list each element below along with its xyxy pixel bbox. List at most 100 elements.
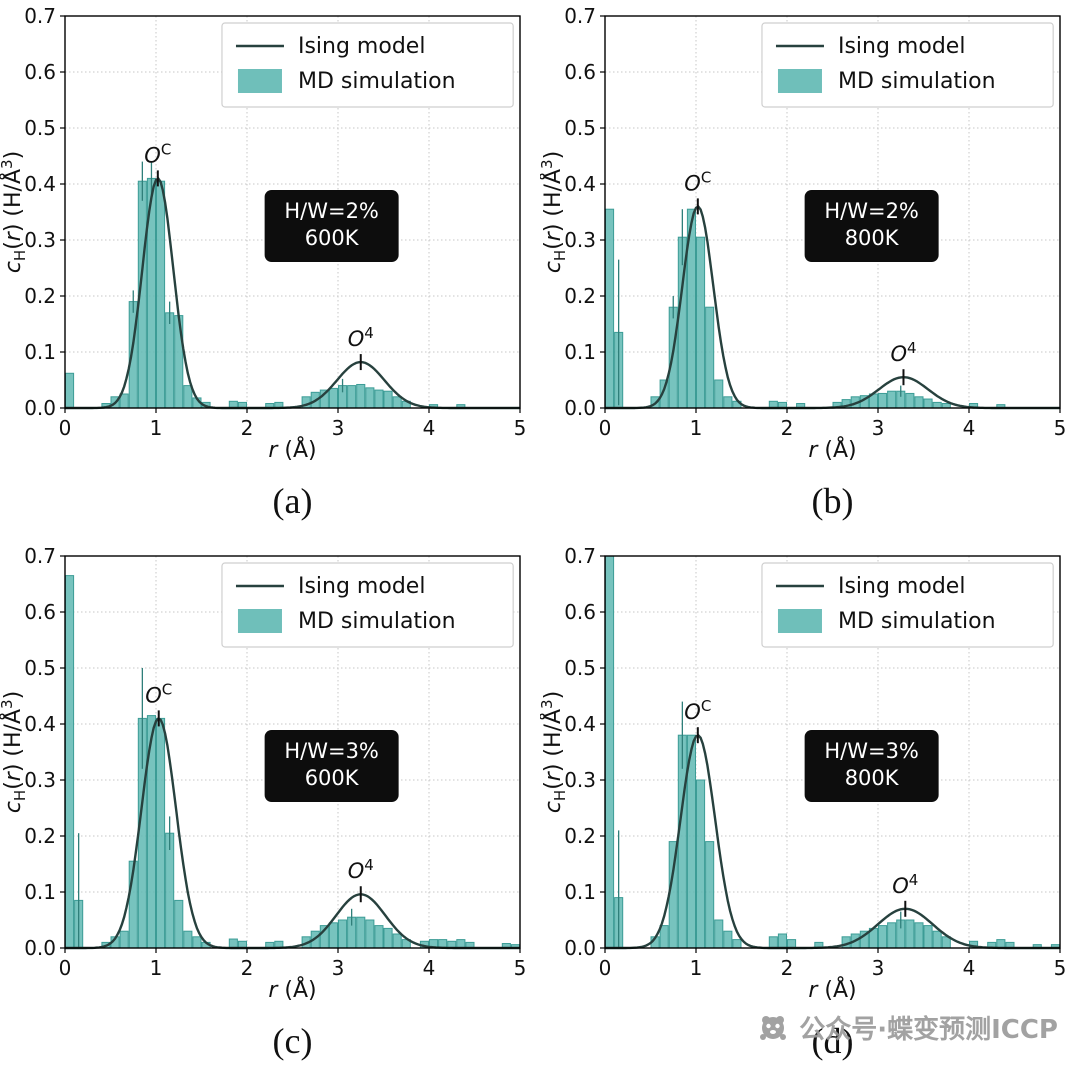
subplot-d: OC O4 Ising model MD simulation H/W=3% 800K 0 1… [538,544,1080,1076]
y-tick-label: 0.1 [24,340,56,364]
y-tick-label: 0.3 [24,228,56,252]
x-axis-label: r (Å) [808,976,856,1003]
x-tick-label: 5 [1054,416,1067,440]
legend-md-label: MD simulation [298,609,456,634]
y-tick-label: 0.3 [564,768,596,792]
chart-canvas-a: OC O4 Ising model MD simulation H/W=2% 600K 0 1… [0,4,526,463]
x-tick-label: 2 [241,956,254,980]
subplot-b: OC O4 Ising model MD simulation H/W=2% 800K 0 1… [538,4,1080,536]
axes-frame [64,15,521,409]
x-tick-label: 3 [332,956,345,980]
watermark-panda-logo-icon [756,1013,790,1043]
y-tick-label: 0.0 [564,936,596,960]
x-tick-label: 1 [150,416,163,440]
y-tick-label: 0.5 [564,116,596,140]
condition-box [804,730,939,802]
y-tick-label: 0.0 [564,396,596,420]
x-tick-label: 2 [781,956,794,980]
y-tick-label: 0.5 [24,656,56,680]
y-tick-label: 0.4 [24,712,56,736]
histogram-bars [605,208,1006,409]
x-axis-label: r (Å) [268,436,316,463]
y-tick-label: 0.0 [24,936,56,960]
x-tick-label: 0 [599,416,612,440]
condition-text: H/W=3% [284,739,379,763]
chart-canvas-c: OC O4 Ising model MD simulation H/W=3% 600K 0 1… [0,544,527,1003]
y-tick-label: 0.1 [24,880,56,904]
y-tick-label: 0.6 [564,60,596,84]
x-tick-label: 0 [59,416,72,440]
x-tick-label: 2 [781,416,794,440]
chart-a: OC O4 Ising model MD simulation H/W=2% 600K 0 1… [0,4,540,466]
y-tick-label: 0.6 [24,60,56,84]
x-tick-label: 4 [423,956,436,980]
legend-box [221,562,514,648]
chart-c: OC O4 Ising model MD simulation H/W=3% 600K 0 1… [0,544,540,1006]
legend-md-label: MD simulation [838,609,996,634]
peak-label: O4 [348,324,374,351]
y-tick-label: 0.2 [564,284,596,308]
x-tick-label: 3 [332,416,345,440]
peak-label: OC [684,697,711,724]
legend-bar-swatch [777,609,822,633]
x-tick-label: 2 [241,416,254,440]
y-tick-label: 0.2 [564,824,596,848]
y-tick-label: 0.7 [564,546,596,568]
condition-text: 800K [845,226,900,250]
subplot-caption-b: (b) [811,481,854,521]
x-tick-label: 4 [963,416,976,440]
x-tick-label: 5 [514,956,527,980]
plot-area: OC O4 Ising model MD simulation H/W=3% 800K 0 1… [538,544,1067,1003]
chart-canvas-b: OC O4 Ising model MD simulation H/W=2% 800K 0 1… [538,4,1067,463]
y-tick-label: 0.2 [24,284,56,308]
legend-md-label: MD simulation [838,69,996,94]
subplot-caption-a: (a) [272,481,313,521]
y-tick-label: 0.1 [564,880,596,904]
condition-box [804,190,939,262]
y-axis-label: cH(r) (H/Å3) [540,151,569,273]
legend-ising-label: Ising model [298,34,425,59]
axes-frame [604,555,1061,949]
legend-bar-swatch [777,69,822,93]
legend-box [761,562,1054,648]
condition-box [264,190,399,262]
y-axis-label: cH(r) (H/Å3) [540,691,569,813]
condition-text: 800K [845,766,900,790]
y-tick-label: 0.4 [564,172,596,196]
subplot-c: OC O4 Ising model MD simulation H/W=3% 600K 0 1… [0,544,540,1076]
chart-canvas-d: OC O4 Ising model MD simulation H/W=3% 800K 0 1… [538,544,1067,1003]
legend-bar-swatch [237,609,282,633]
y-tick-label: 0.5 [24,116,56,140]
y-axis-label: cH(r) (H/Å3) [0,691,29,813]
y-tick-label: 0.0 [24,396,56,420]
axes-frame [64,555,521,949]
peak-label: OC [144,140,171,167]
condition-text: H/W=2% [824,199,919,223]
axes-frame [604,15,1061,409]
condition-text: H/W=2% [284,199,379,223]
peak-label: O4 [892,871,918,898]
x-axis-label: r (Å) [808,436,856,463]
x-tick-label: 0 [599,956,612,980]
x-tick-label: 1 [150,956,163,980]
peak-label: O4 [890,339,916,366]
watermark-text: 公众号·蝶变预测ICCP [799,1015,1058,1045]
y-tick-label: 0.1 [564,340,596,364]
x-tick-label: 3 [872,416,885,440]
y-tick-label: 0.7 [24,6,56,28]
peak-label: O4 [348,856,374,883]
y-tick-label: 0.4 [564,712,596,736]
y-tick-label: 0.3 [564,228,596,252]
legend-box [221,22,514,108]
y-tick-label: 0.6 [564,600,596,624]
y-tick-label: 0.7 [24,546,56,568]
x-tick-label: 1 [690,956,703,980]
y-tick-label: 0.6 [24,600,56,624]
histogram-bars [65,575,520,949]
x-tick-label: 5 [1054,956,1067,980]
x-tick-label: 4 [963,956,976,980]
legend-ising-label: Ising model [838,574,965,599]
x-axis-label: r (Å) [268,976,316,1003]
condition-box [264,730,399,802]
